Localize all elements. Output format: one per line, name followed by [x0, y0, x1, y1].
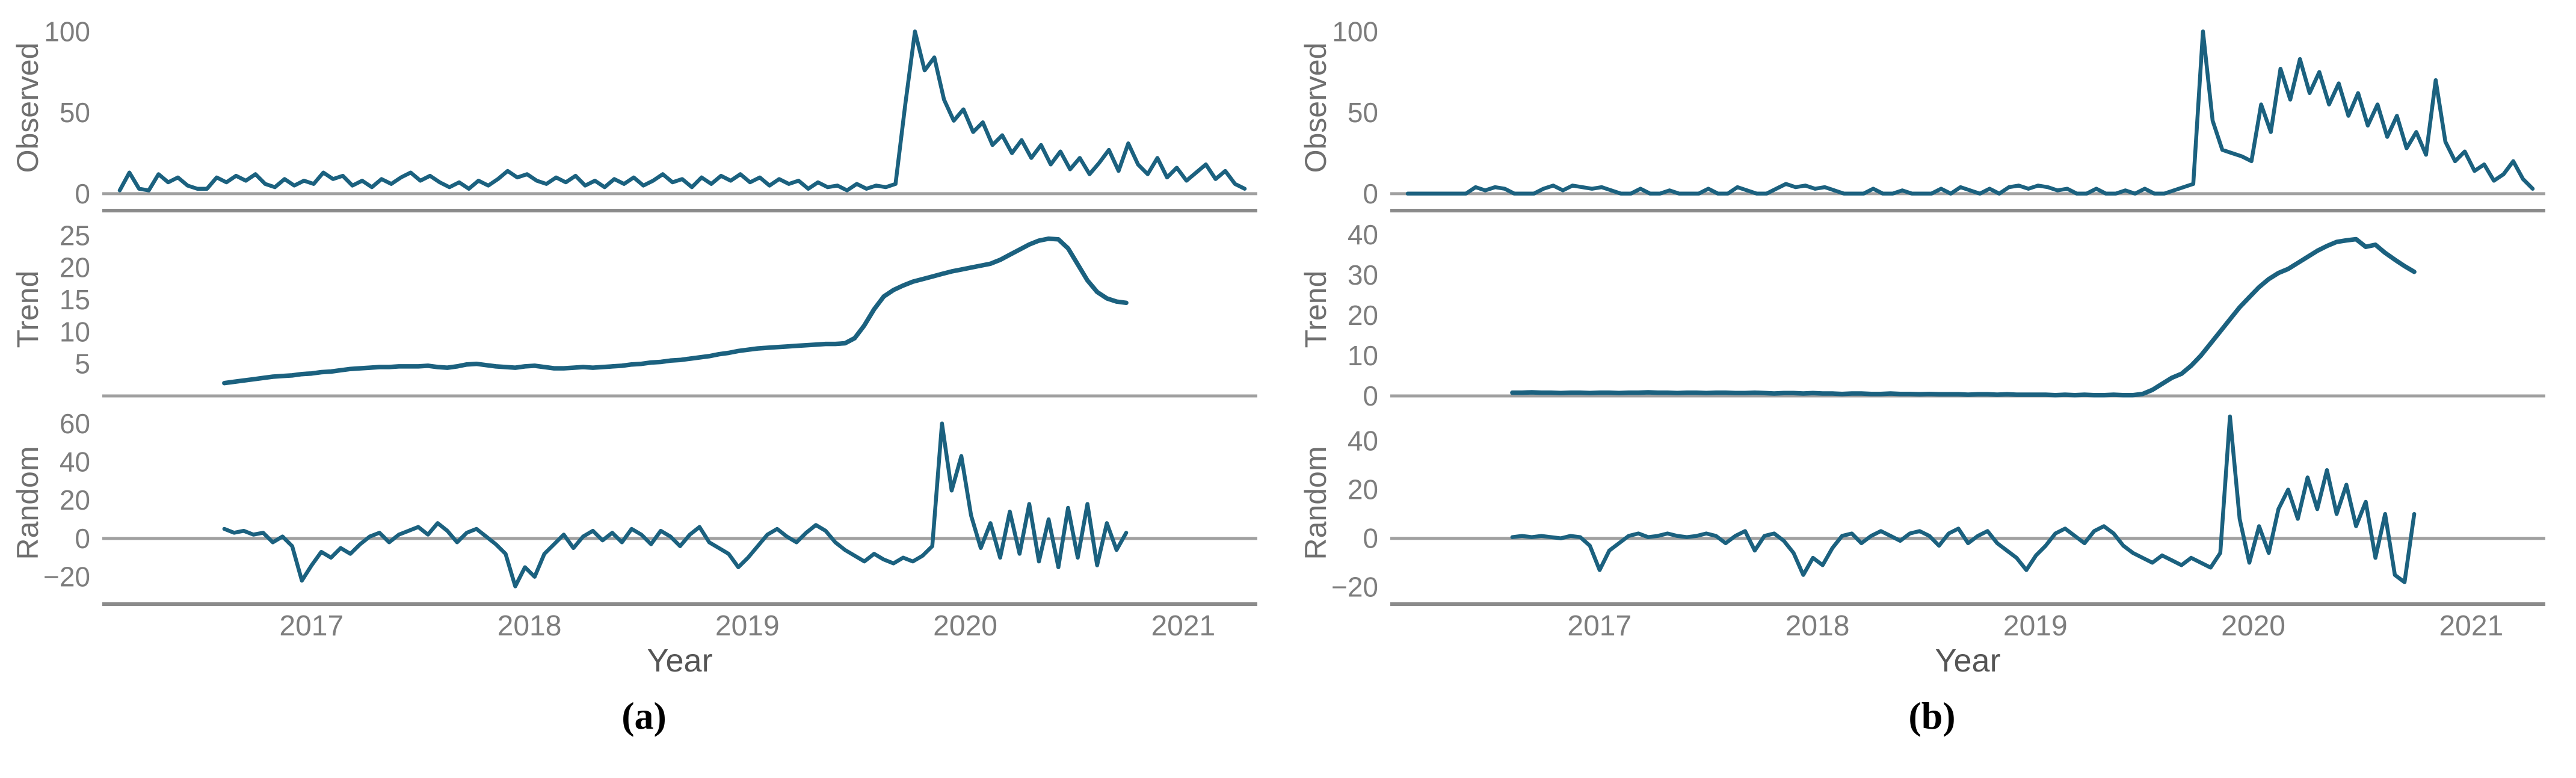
- y-axis-title: Random: [1299, 446, 1333, 560]
- observed-series-line: [117, 29, 1247, 193]
- y-tick-label: 100: [44, 16, 90, 47]
- trend-series-line: [222, 236, 1129, 386]
- x-tick-label: 2017: [279, 610, 344, 642]
- y-tick-label: 5: [75, 348, 90, 380]
- panel-b: 0 50 100 Observed 0 10 20 30 40 Trend −20 0 20 40 Rand…: [1288, 0, 2576, 778]
- y-axis-title: Random: [11, 446, 45, 560]
- x-tick-label: 2020: [933, 610, 997, 642]
- y-tick-label: 0: [1363, 380, 1378, 412]
- x-tick-label: 2018: [498, 610, 562, 642]
- y-tick-label: 60: [60, 408, 90, 439]
- x-tick-label: 2021: [2439, 610, 2503, 642]
- random-series-line: [222, 421, 1129, 588]
- y-tick-label: 40: [1348, 425, 1378, 457]
- observed-series-line: [1405, 29, 2535, 196]
- x-axis-title: Year: [647, 643, 712, 679]
- caption-a: (a): [621, 694, 667, 737]
- y-tick-label: 20: [60, 252, 90, 283]
- y-tick-label: 50: [60, 97, 90, 128]
- y-tick-label: 0: [75, 523, 90, 554]
- y-tick-label: −20: [43, 561, 90, 593]
- y-axis-title: Trend: [11, 271, 45, 348]
- y-tick-label: 10: [1348, 340, 1378, 371]
- caption-b: (b): [1908, 694, 1956, 737]
- x-tick-label: 2020: [2221, 610, 2285, 642]
- y-tick-label: 10: [60, 316, 90, 347]
- y-tick-label: 25: [60, 220, 90, 251]
- decomposition-chart-a: 050100Observed510152025Trend−200204060Ra…: [11, 16, 1257, 679]
- x-axis-title: Year: [1935, 643, 2000, 679]
- y-axis-title: Trend: [1299, 271, 1333, 348]
- y-axis-title: Observed: [11, 43, 45, 173]
- y-tick-label: 100: [1332, 16, 1378, 47]
- y-tick-label: 15: [60, 284, 90, 315]
- y-tick-label: 40: [1348, 219, 1378, 250]
- x-tick-label: 2021: [1151, 610, 1215, 642]
- y-tick-label: 50: [1348, 97, 1378, 128]
- random-series-line: [1510, 414, 2417, 584]
- y-tick-label: −20: [1331, 572, 1378, 603]
- y-tick-label: 40: [60, 446, 90, 478]
- y-tick-label: 20: [1348, 300, 1378, 331]
- x-tick-label: 2018: [1786, 610, 1850, 642]
- trend-series-line: [1510, 236, 2417, 398]
- y-axis-title: Observed: [1299, 43, 1333, 173]
- y-tick-label: 0: [1363, 523, 1378, 554]
- x-tick-label: 2019: [2003, 610, 2068, 642]
- y-tick-label: 20: [1348, 474, 1378, 505]
- y-tick-label: 0: [1363, 178, 1378, 209]
- x-tick-label: 2017: [1567, 610, 1632, 642]
- x-tick-label: 2019: [715, 610, 780, 642]
- panel-a: 0 50 100 Observed 5 10 15 20 25 Trend −20 0 20 40 60 Ra…: [11, 16, 1257, 737]
- y-tick-label: 0: [75, 178, 90, 209]
- y-tick-label: 20: [60, 484, 90, 516]
- y-tick-label: 30: [1348, 259, 1378, 291]
